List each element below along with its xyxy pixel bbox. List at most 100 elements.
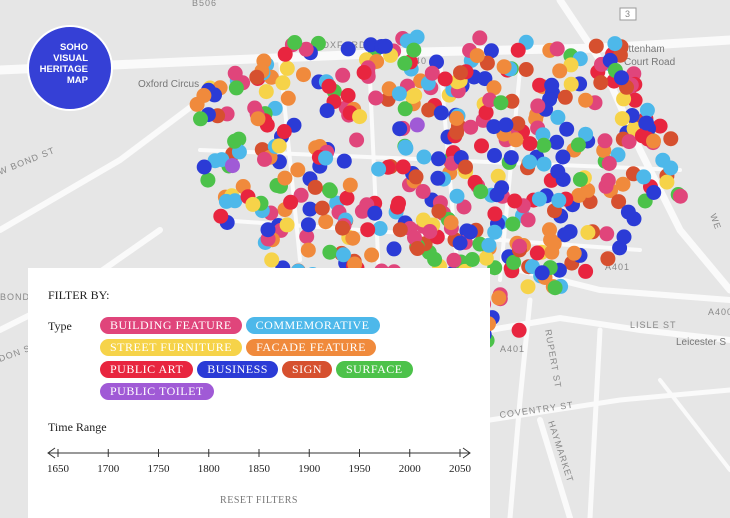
map-marker[interactable] — [522, 136, 538, 152]
map-marker[interactable] — [663, 131, 679, 147]
map-marker[interactable] — [557, 89, 573, 105]
map-marker[interactable] — [559, 121, 575, 137]
type-chip[interactable]: PUBLIC ART — [100, 361, 194, 378]
map-marker[interactable] — [487, 148, 502, 163]
map-marker[interactable] — [580, 225, 596, 240]
map-marker[interactable] — [646, 133, 661, 149]
map-marker[interactable] — [196, 88, 212, 103]
map-marker[interactable] — [600, 251, 616, 267]
map-marker[interactable] — [279, 217, 295, 233]
map-marker[interactable] — [489, 187, 505, 203]
map-marker[interactable] — [339, 190, 355, 206]
map-marker[interactable] — [477, 71, 493, 87]
map-marker[interactable] — [582, 194, 598, 210]
map-marker[interactable] — [421, 102, 437, 118]
map-marker[interactable] — [531, 191, 547, 207]
map-marker[interactable] — [302, 201, 318, 217]
map-marker[interactable] — [566, 245, 582, 261]
map-marker[interactable] — [422, 224, 438, 239]
map-marker[interactable] — [277, 170, 293, 186]
map-marker[interactable] — [335, 67, 351, 83]
map-marker[interactable] — [356, 65, 372, 80]
map-marker[interactable] — [620, 204, 636, 220]
map-marker[interactable] — [486, 80, 502, 96]
map-marker[interactable] — [636, 169, 652, 185]
map-marker[interactable] — [431, 203, 447, 219]
map-marker[interactable] — [487, 206, 503, 222]
map-marker[interactable] — [464, 252, 480, 267]
map-marker[interactable] — [437, 71, 453, 87]
map-marker[interactable] — [290, 162, 306, 178]
map-marker[interactable] — [549, 41, 565, 57]
map-marker[interactable] — [510, 42, 526, 58]
map-marker[interactable] — [486, 119, 502, 135]
map-marker[interactable] — [298, 41, 314, 57]
map-marker[interactable] — [507, 193, 523, 209]
map-marker[interactable] — [498, 117, 514, 133]
map-marker[interactable] — [463, 119, 479, 135]
map-marker[interactable] — [416, 149, 432, 165]
map-marker[interactable] — [193, 111, 208, 127]
map-marker[interactable] — [549, 134, 565, 150]
map-marker[interactable] — [504, 93, 520, 109]
map-marker[interactable] — [607, 36, 623, 52]
map-marker[interactable] — [279, 60, 295, 76]
logo-badge[interactable] — [27, 25, 113, 111]
map-marker[interactable] — [371, 161, 387, 177]
map-marker[interactable] — [347, 256, 363, 272]
map-marker[interactable] — [446, 252, 462, 268]
map-marker[interactable] — [511, 322, 527, 338]
map-marker[interactable] — [392, 121, 408, 137]
type-chip[interactable]: STREET FURNITURE — [100, 339, 243, 356]
map-marker[interactable] — [260, 222, 276, 238]
map-marker[interactable] — [639, 102, 655, 118]
map-marker[interactable] — [275, 75, 291, 91]
map-marker[interactable] — [512, 238, 527, 254]
map-marker[interactable] — [570, 137, 586, 153]
map-marker[interactable] — [335, 220, 350, 236]
map-marker[interactable] — [663, 160, 679, 176]
map-marker[interactable] — [600, 172, 616, 188]
map-marker[interactable] — [578, 263, 594, 279]
map-marker[interactable] — [392, 222, 408, 238]
map-marker[interactable] — [496, 59, 512, 75]
type-chip[interactable]: COMMEMORATIVE — [245, 317, 380, 334]
map-marker[interactable] — [611, 194, 627, 210]
type-chip[interactable]: BUILDING FEATURE — [100, 317, 242, 334]
map-marker[interactable] — [542, 91, 558, 107]
map-marker[interactable] — [487, 224, 503, 240]
map-marker[interactable] — [398, 140, 414, 156]
map-marker[interactable] — [360, 222, 376, 238]
map-marker[interactable] — [364, 247, 380, 263]
map-marker[interactable] — [474, 138, 489, 154]
map-marker[interactable] — [505, 216, 521, 232]
map-marker[interactable] — [207, 87, 222, 103]
map-marker[interactable] — [578, 92, 594, 108]
map-marker[interactable] — [368, 90, 384, 106]
map-marker[interactable] — [601, 156, 617, 171]
map-marker[interactable] — [536, 156, 552, 172]
map-marker[interactable] — [520, 279, 536, 295]
map-marker[interactable] — [481, 237, 497, 253]
map-marker[interactable] — [493, 95, 509, 111]
map-marker[interactable] — [510, 116, 526, 132]
map-marker[interactable] — [225, 158, 240, 174]
map-marker[interactable] — [319, 103, 335, 119]
map-marker[interactable] — [250, 111, 266, 127]
map-marker[interactable] — [614, 111, 630, 127]
map-marker[interactable] — [322, 183, 338, 199]
map-marker[interactable] — [431, 151, 446, 167]
map-marker[interactable] — [478, 105, 494, 121]
map-marker[interactable] — [245, 196, 261, 212]
type-chip[interactable]: SIGN — [281, 361, 332, 378]
map-marker[interactable] — [443, 215, 459, 231]
map-marker[interactable] — [249, 69, 265, 85]
map-marker[interactable] — [532, 77, 548, 93]
map-marker[interactable] — [228, 80, 244, 96]
map-marker[interactable] — [563, 57, 579, 73]
map-marker[interactable] — [542, 222, 557, 238]
map-marker[interactable] — [478, 250, 494, 266]
map-marker[interactable] — [571, 188, 587, 203]
map-marker[interactable] — [386, 241, 402, 257]
map-marker[interactable] — [588, 38, 604, 54]
